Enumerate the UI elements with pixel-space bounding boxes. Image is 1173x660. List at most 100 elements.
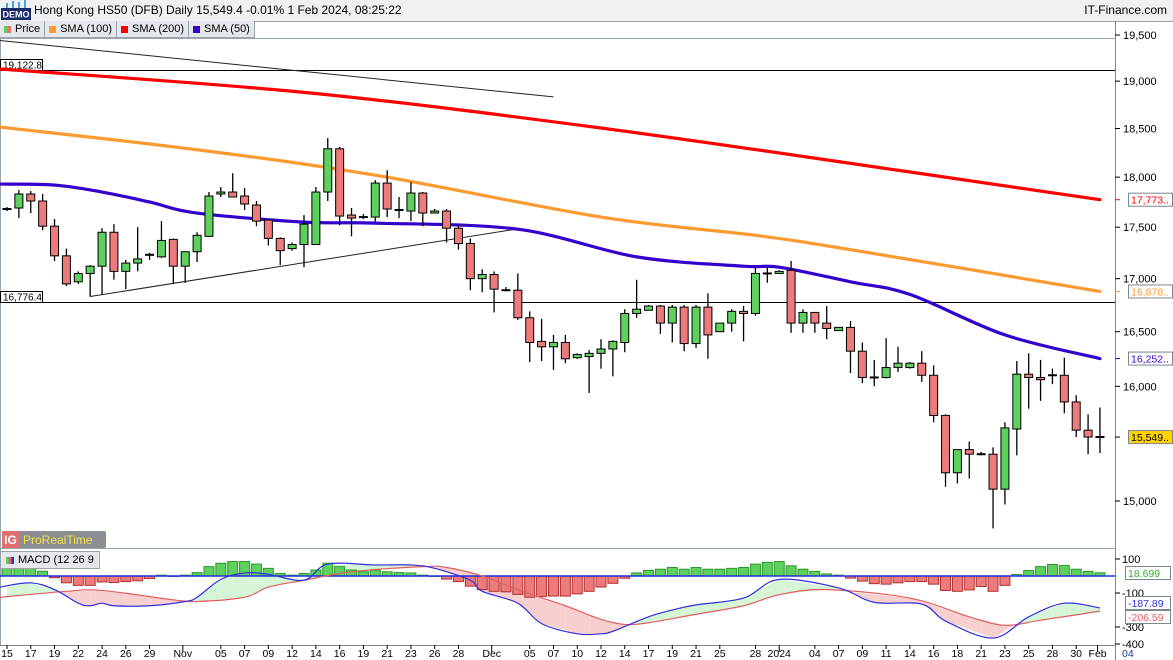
candle-body	[477, 273, 487, 280]
legend-item-price[interactable]: Price	[0, 21, 46, 38]
x-tick-label: 12	[595, 648, 607, 660]
macd-fill	[363, 564, 376, 571]
macd-fill	[743, 591, 756, 606]
macd-fill	[1088, 606, 1100, 613]
macd-fill	[90, 590, 103, 606]
macd-fill	[850, 592, 863, 598]
candle-body	[917, 362, 927, 376]
macd-histogram-bar	[310, 569, 322, 577]
macd-histogram-bar	[227, 561, 239, 577]
candle	[964, 441, 974, 479]
macd-legend[interactable]: MACD (12 26 9	[0, 551, 100, 569]
x-tick-label: 16	[334, 648, 346, 660]
x-tick-label: 19	[358, 648, 370, 660]
sma-line	[0, 125, 1102, 294]
candle	[750, 267, 760, 316]
macd-fill	[1028, 612, 1041, 622]
candle	[905, 362, 915, 369]
candle	[1012, 360, 1022, 456]
candle-body	[1012, 373, 1022, 430]
candle	[1083, 414, 1093, 455]
macd-y-tick-label: -300	[1122, 622, 1144, 634]
candle-body	[418, 192, 428, 214]
macd-fill	[1064, 603, 1077, 617]
macd-histogram-bar	[559, 575, 571, 597]
macd-histogram-bar	[167, 575, 179, 577]
candle	[156, 221, 166, 258]
macd-histogram-bar	[797, 568, 809, 577]
macd-histogram-bar	[405, 572, 417, 577]
macd-fill	[779, 579, 792, 595]
macd-histogram-bar	[215, 562, 227, 577]
x-tick-label: 12	[286, 648, 298, 660]
x-tick-label: 28	[750, 648, 762, 660]
ig-logo: IG	[2, 531, 19, 548]
macd-fill	[102, 590, 114, 606]
macd-fill	[173, 599, 186, 603]
candle-body	[786, 269, 796, 324]
macd-fill	[862, 593, 875, 603]
macd-histogram-bar	[833, 574, 845, 577]
macd-fill	[909, 598, 922, 605]
candle-body	[964, 449, 974, 455]
x-tick-label: 21	[975, 648, 987, 660]
candle	[644, 304, 654, 311]
macd-histogram-bar	[1046, 563, 1058, 577]
x-tick-label: 19	[49, 648, 61, 660]
x-tick-label: 17	[25, 648, 37, 660]
macd-histogram-bar	[286, 574, 298, 577]
macd-signal-line	[0, 565, 1101, 626]
macd-histogram-bar	[381, 571, 393, 577]
macd-histogram-bar	[714, 568, 726, 577]
candle	[667, 304, 677, 343]
macd-fill	[149, 596, 162, 606]
y-tick-label: 16,000	[1123, 381, 1157, 393]
x-tick-label: 21	[381, 648, 393, 660]
x-tick-label: 15	[1, 648, 13, 660]
sma-line	[0, 182, 1102, 361]
macd-histogram-bar	[583, 575, 595, 592]
macd-histogram-bar	[951, 575, 963, 592]
candle-body	[667, 306, 677, 324]
macd-histogram-bar	[452, 575, 464, 583]
legend-item-sma200[interactable]: SMA (200)	[117, 21, 189, 38]
macd-fill	[125, 593, 138, 606]
macd-histogram-bar	[666, 567, 678, 577]
candle-body	[311, 191, 321, 246]
x-tick-label: 2024	[768, 648, 792, 660]
macd-histogram-bar	[464, 575, 476, 587]
candle-body	[822, 322, 832, 329]
macd-fill	[541, 597, 554, 627]
macd-histogram-bar	[987, 575, 999, 592]
legend-item-sma100[interactable]: SMA (100)	[45, 21, 118, 38]
candle	[418, 192, 428, 227]
macd-histogram-bar	[49, 575, 61, 579]
candle-body	[715, 322, 725, 333]
brand-label: IT-Finance.com	[1084, 3, 1167, 17]
candle	[548, 334, 558, 370]
candle	[691, 304, 701, 348]
candle-body	[240, 195, 250, 205]
x-tick-label: 04	[809, 648, 821, 660]
candle-body	[750, 272, 760, 314]
macd-fill	[589, 614, 601, 634]
x-tick-label: 09	[263, 648, 275, 660]
candle-body	[382, 182, 392, 210]
x-tick-label: 14	[904, 648, 916, 660]
candle-body	[988, 453, 998, 490]
x-tick-label: 25	[1023, 648, 1035, 660]
x-tick-label: 07	[239, 648, 251, 660]
candle-body	[691, 306, 701, 345]
macd-fill	[208, 579, 221, 601]
macd-value-label: -206.59	[1128, 612, 1164, 624]
candle	[228, 173, 238, 198]
candle-body	[335, 148, 345, 217]
macd-histogram-bar	[928, 575, 940, 585]
candle	[85, 265, 95, 297]
macd-histogram-bar	[250, 563, 262, 577]
candle-body	[727, 310, 737, 324]
legend-item-sma50[interactable]: SMA (50)	[189, 21, 255, 38]
candle-body	[180, 251, 190, 267]
macd-histogram-bar	[1082, 570, 1094, 577]
